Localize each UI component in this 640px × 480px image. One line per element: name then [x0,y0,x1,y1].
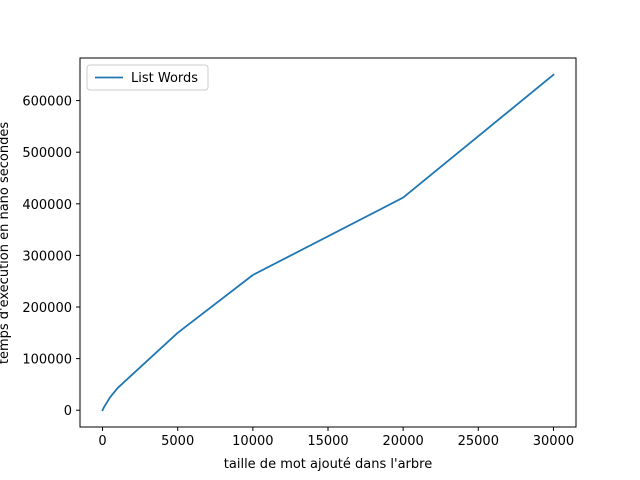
y-tick-label: 0 [64,404,72,419]
y-tick-label: 300000 [22,249,72,264]
y-tick-label: 600000 [22,95,72,110]
legend-label: List Words [131,71,198,86]
y-tick-label: 400000 [22,198,72,213]
series-line-0 [101,73,555,412]
x-tick-label: 5000 [161,434,194,449]
x-tick-label: 25000 [458,434,499,449]
axis-ticks: 0 5000 10000 15000 20000 25000 300000100000200… [22,95,574,449]
x-tick-label: 20000 [382,434,423,449]
x-tick-label: 30000 [533,434,574,449]
y-tick-label: 500000 [22,146,72,161]
x-tick-label: 15000 [307,434,348,449]
y-axis-label: temps d'éxecution en nano secondes [0,122,12,364]
x-tick-label: 0 [98,434,106,449]
legend: List Words [86,64,209,91]
x-tick-label: 10000 [232,434,273,449]
y-tick-label: 100000 [22,353,72,368]
y-tick-label: 200000 [22,301,72,316]
x-axis-label: taille de mot ajouté dans l'arbre [224,457,432,472]
legend-box [86,64,209,91]
